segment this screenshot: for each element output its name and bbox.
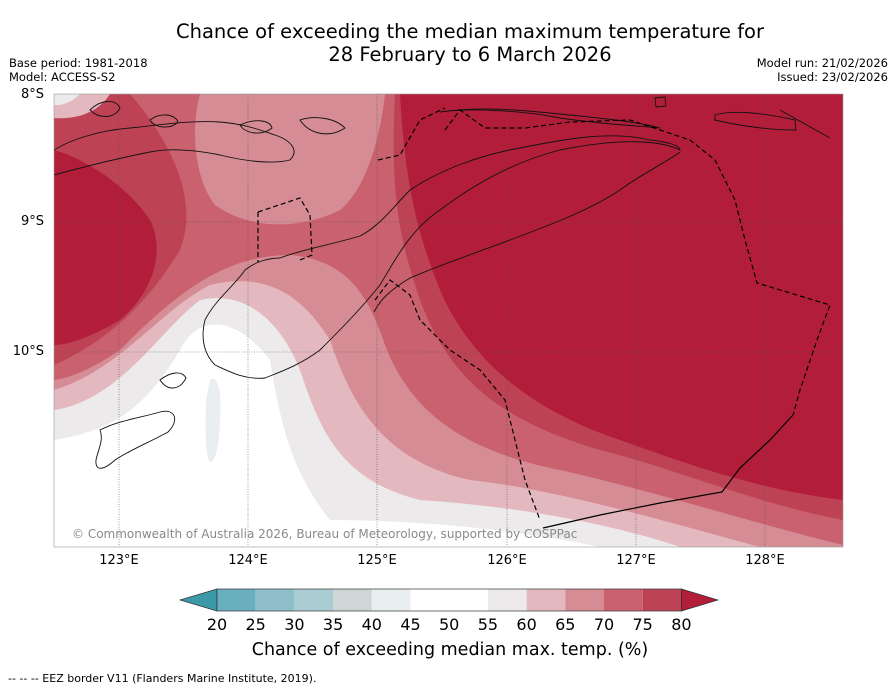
colorbar-tick: 40 xyxy=(361,615,382,634)
colorbar-tick: 50 xyxy=(439,615,460,634)
coastline-islets-nw xyxy=(89,101,346,135)
colorbar-swatch xyxy=(604,589,643,611)
colorbar-swatch xyxy=(294,589,334,611)
eez-border-north-inner xyxy=(377,107,446,161)
colorbar-swatch xyxy=(217,589,256,611)
band-gt80-west xyxy=(54,150,157,345)
model-run: Model run: 21/02/2026 xyxy=(756,56,888,70)
coastline-savu xyxy=(95,410,176,469)
meta-right: Model run: 21/02/2026 Issued: 23/02/2026 xyxy=(757,56,888,84)
footnote: -- -- -- EEZ border V11 (Flanders Marine… xyxy=(8,672,317,685)
eez-border-solid xyxy=(542,414,794,529)
colorbar-swatch xyxy=(526,589,566,611)
lon-label-126e: 126°E xyxy=(487,553,527,568)
meta-left: Base period: 1981-2018 Model: ACCESS-S2 xyxy=(9,56,148,84)
colorbar-tick: 30 xyxy=(284,615,305,634)
colorbar-tick: 65 xyxy=(555,615,576,634)
colorbar-tick: 20 xyxy=(206,615,228,634)
colorbar-swatch xyxy=(487,589,527,611)
band-55-60-topleft xyxy=(54,94,80,106)
colorbar-swatch xyxy=(565,589,604,611)
colorbar-swatch xyxy=(333,589,372,611)
colorbar-tick: 55 xyxy=(477,615,499,634)
eez-borders xyxy=(257,107,831,521)
lat-label-9s: 9°S xyxy=(20,214,44,229)
lat-label-10s: 10°S xyxy=(12,344,44,359)
coastline-timor-north xyxy=(373,151,681,313)
lat-label-8s: 8°S xyxy=(20,87,44,102)
colorbar-tick: 25 xyxy=(245,615,266,634)
colorbar-swatch xyxy=(255,589,295,611)
band-40-45-patch xyxy=(205,379,221,462)
coastline-wetar xyxy=(439,108,661,129)
title-line-2: 28 February to 6 March 2026 xyxy=(328,43,612,66)
coastline-aus-se xyxy=(779,109,831,139)
issued-date: Issued: 23/02/2026 xyxy=(777,70,888,84)
lon-label-127e: 127°E xyxy=(616,553,656,568)
base-period: Base period: 1981-2018 xyxy=(9,56,148,70)
coastlines xyxy=(54,96,831,469)
colorbar-swatch xyxy=(371,589,411,611)
coastline-flores xyxy=(54,121,295,176)
coastline-timor xyxy=(202,135,681,379)
band-65-70-top xyxy=(195,94,385,225)
chart-title: Chance of exceeding the median maximum t… xyxy=(120,20,820,66)
lon-label-125e: 125°E xyxy=(357,553,397,568)
eez-border-enclave xyxy=(257,197,313,261)
lon-label-124e: 124°E xyxy=(228,553,268,568)
colorbar-swatch xyxy=(449,589,488,611)
eez-border-timor-leste xyxy=(444,109,831,416)
band-gt80-east xyxy=(400,94,843,500)
colorbar-tick: 70 xyxy=(593,615,615,634)
model-name: Model: ACCESS-S2 xyxy=(9,70,116,84)
map-frame xyxy=(53,93,844,548)
probability-field: © Commonwealth of Australia 2026, Bureau… xyxy=(54,94,843,547)
coastline-islets-ne xyxy=(654,96,797,131)
colorbar-frame xyxy=(216,588,682,612)
colorbar-tick: 45 xyxy=(400,615,421,634)
coastline-rote xyxy=(159,372,187,389)
title-line-1: Chance of exceeding the median maximum t… xyxy=(175,20,765,43)
colorbar-swatch xyxy=(410,589,450,611)
colorbar-tick: 80 xyxy=(671,615,692,634)
colorbar-label: Chance of exceeding median max. temp. (%… xyxy=(251,640,649,660)
colorbar-tick: 35 xyxy=(322,615,344,634)
colorbar xyxy=(178,588,720,612)
copyright-text: © Commonwealth of Australia 2026, Bureau… xyxy=(72,527,577,541)
colorbar-tick: 60 xyxy=(516,615,537,634)
lon-label-123e: 123°E xyxy=(99,553,139,568)
colorbar-tick: 75 xyxy=(632,615,653,634)
eez-border-west xyxy=(374,279,541,521)
lon-label-128e: 128°E xyxy=(745,553,785,568)
colorbar-swatch xyxy=(642,589,682,611)
colorbar-arrow-high xyxy=(681,588,720,612)
colorbar-arrow-low xyxy=(178,588,218,612)
